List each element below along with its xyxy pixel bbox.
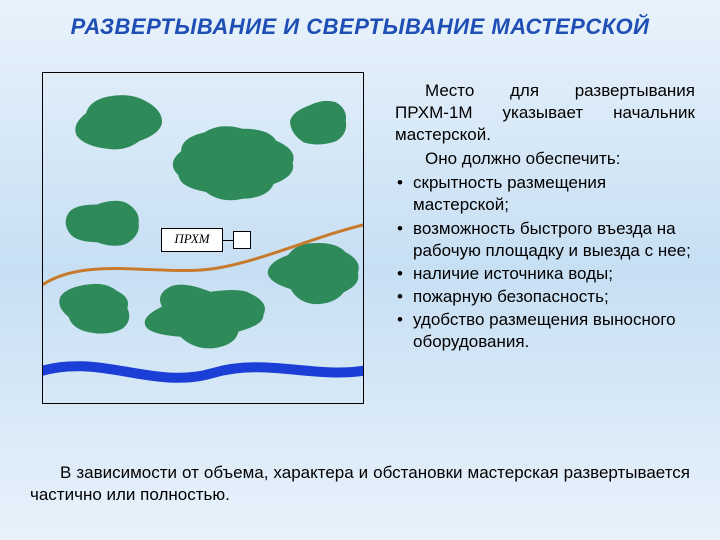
bush-shape	[75, 95, 162, 149]
bottom-paragraph: В зависимости от объема, характера и обс…	[30, 462, 690, 506]
lead-paragraph: Оно должно обеспечить:	[395, 148, 695, 170]
bush-shape	[59, 284, 129, 334]
list-item: пожарную безопасность;	[413, 286, 695, 308]
site-diagram: ПРХМ	[42, 72, 364, 404]
intro-paragraph: Место для развертывания ПРХМ-1М указывае…	[395, 80, 695, 146]
list-item: наличие источника воды;	[413, 263, 695, 285]
vehicle-body: ПРХМ	[161, 228, 223, 252]
list-item: удобство размещения выносного оборудован…	[413, 309, 695, 353]
bush-shape	[173, 126, 294, 200]
requirements-text: Место для развертывания ПРХМ-1М указывае…	[395, 80, 695, 354]
page-title: РАЗВЕРТЫВАНИЕ И СВЕРТЫВАНИЕ МАСТЕРСКОЙ	[0, 14, 720, 40]
bush-shape	[145, 285, 265, 349]
list-item: возможность быстрого въезда на рабочую п…	[413, 218, 695, 262]
vehicle-cab	[233, 231, 251, 249]
vehicle-label: ПРХМ	[174, 231, 209, 246]
bush-shape	[66, 201, 139, 246]
list-item: скрытность размещения мастерской;	[413, 172, 695, 216]
vehicle-hitch	[223, 240, 233, 241]
river-path	[43, 366, 363, 378]
bush-shape	[290, 101, 346, 145]
requirements-list: скрытность размещения мастерской;возможн…	[395, 172, 695, 353]
